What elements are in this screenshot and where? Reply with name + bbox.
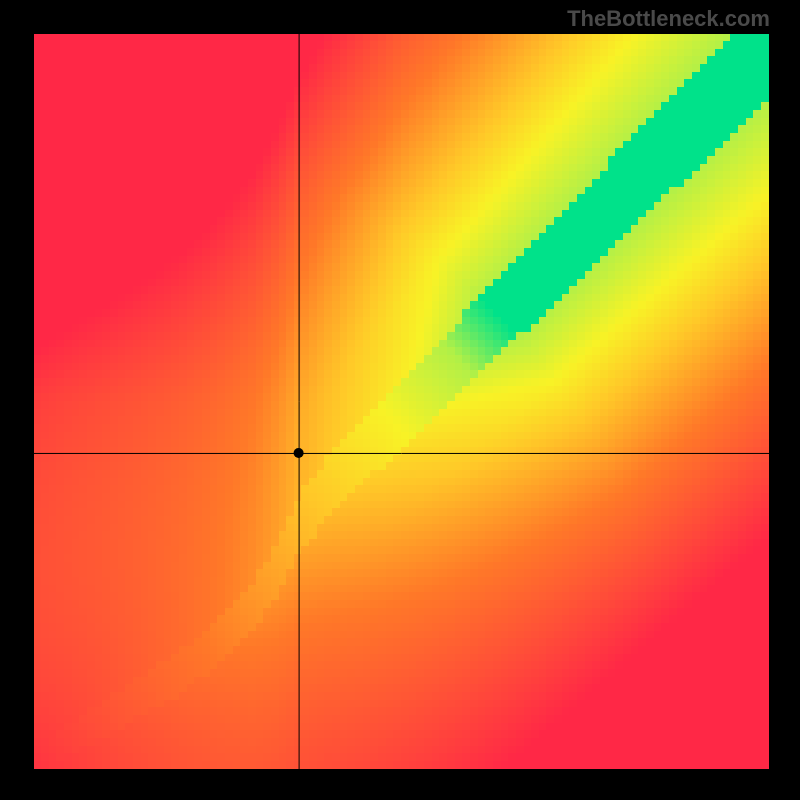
watermark-text: TheBottleneck.com bbox=[567, 6, 770, 32]
bottleneck-heatmap bbox=[34, 34, 769, 769]
chart-container: TheBottleneck.com bbox=[0, 0, 800, 800]
